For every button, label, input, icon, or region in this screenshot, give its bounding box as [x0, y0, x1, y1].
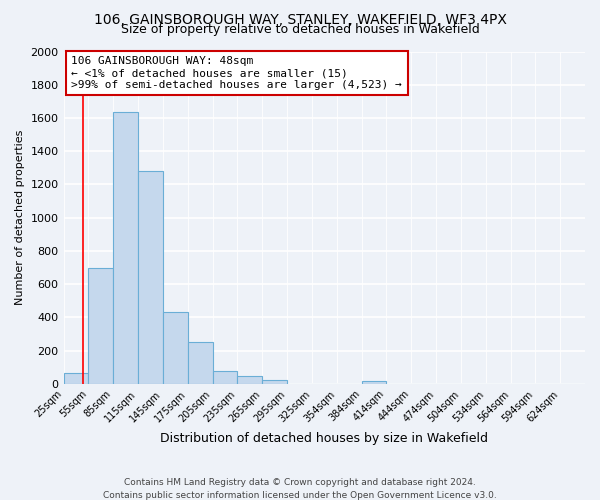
Bar — [238, 376, 262, 384]
Bar — [138, 171, 163, 384]
Text: 106, GAINSBOROUGH WAY, STANLEY, WAKEFIELD, WF3 4PX: 106, GAINSBOROUGH WAY, STANLEY, WAKEFIEL… — [94, 12, 506, 26]
X-axis label: Distribution of detached houses by size in Wakefield: Distribution of detached houses by size … — [160, 432, 488, 445]
Bar — [113, 112, 138, 384]
Bar — [88, 268, 113, 384]
Bar — [163, 312, 188, 384]
Bar — [188, 342, 212, 384]
Bar — [212, 370, 238, 384]
Text: Size of property relative to detached houses in Wakefield: Size of property relative to detached ho… — [121, 22, 479, 36]
Bar — [262, 380, 287, 384]
Y-axis label: Number of detached properties: Number of detached properties — [15, 130, 25, 306]
Text: Contains HM Land Registry data © Crown copyright and database right 2024.
Contai: Contains HM Land Registry data © Crown c… — [103, 478, 497, 500]
Bar — [64, 373, 88, 384]
Bar — [362, 382, 386, 384]
Text: 106 GAINSBOROUGH WAY: 48sqm
← <1% of detached houses are smaller (15)
>99% of se: 106 GAINSBOROUGH WAY: 48sqm ← <1% of det… — [71, 56, 402, 90]
